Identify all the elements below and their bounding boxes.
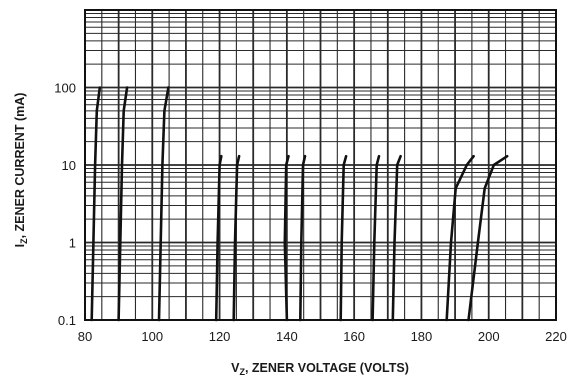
y-tick-label: 0.1 — [58, 313, 76, 328]
x-tick-labels: 80 100 120 140 160 180 200 220 — [78, 329, 567, 344]
zener-curve-7 — [298, 154, 307, 322]
zener-curve-10 — [391, 154, 402, 322]
y-tick-label: 100 — [54, 81, 76, 96]
zener-curve-6 — [283, 154, 290, 322]
x-tick-label: 200 — [478, 329, 500, 344]
zener-curve-5 — [232, 154, 241, 322]
zener-curve-9 — [371, 154, 381, 322]
x-tick-label: 80 — [78, 329, 92, 344]
x-axis-label: VZ, ZENER VOLTAGE (VOLTS) — [231, 361, 409, 377]
x-tick-label: 140 — [276, 329, 298, 344]
x-tick-label: 220 — [545, 329, 567, 344]
x-tick-label: 120 — [209, 329, 231, 344]
x-tick-label: 160 — [343, 329, 365, 344]
x-tick-label: 100 — [141, 329, 163, 344]
y-tick-labels: 0.1 1 10 100 — [54, 81, 76, 329]
zener-curve-4 — [214, 154, 223, 322]
zener-curve-3 — [157, 86, 170, 322]
zener-curve-12 — [467, 154, 509, 322]
x-tick-label: 180 — [411, 329, 433, 344]
zener-curve-11 — [445, 154, 475, 322]
zener-curve-1 — [90, 86, 102, 322]
y-axis-label: IZ, ZENER CURRENT (mA) — [13, 93, 29, 248]
zener-curve-2 — [117, 86, 129, 322]
zener-curve-8 — [339, 154, 348, 322]
y-tick-label: 1 — [69, 236, 76, 251]
plot-frame — [84, 9, 557, 321]
y-tick-label: 10 — [62, 158, 76, 173]
zener-curves — [90, 86, 509, 322]
